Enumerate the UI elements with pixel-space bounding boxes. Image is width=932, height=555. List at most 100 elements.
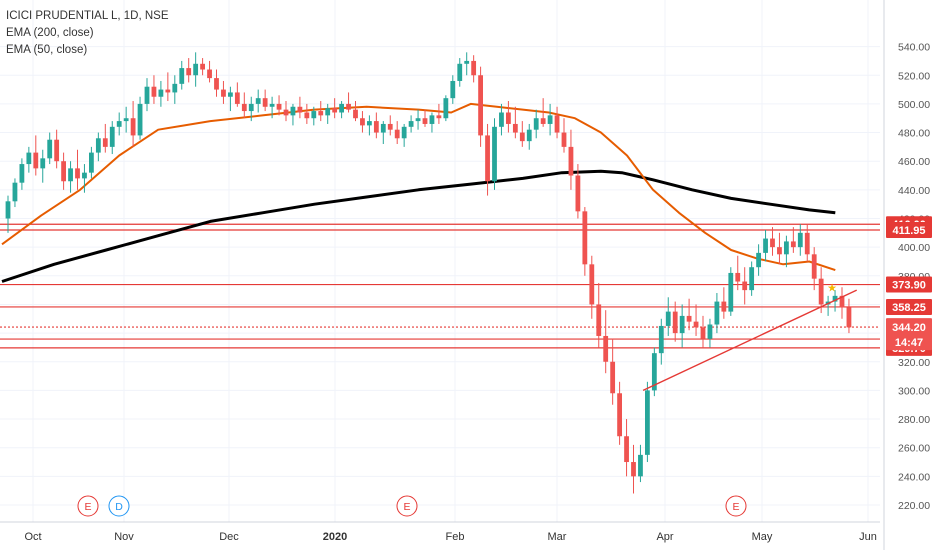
candle-body[interactable]: [339, 103, 344, 113]
candle-body[interactable]: [512, 123, 518, 133]
candle-body[interactable]: [582, 211, 588, 265]
candle-body[interactable]: [554, 115, 560, 133]
candle-body[interactable]: [228, 92, 233, 97]
candle-body[interactable]: [241, 103, 247, 112]
candle-body[interactable]: [596, 304, 602, 336]
candle-body[interactable]: [443, 98, 449, 119]
candle-body[interactable]: [408, 121, 414, 127]
candle-body[interactable]: [75, 168, 80, 179]
candle-body[interactable]: [311, 111, 317, 119]
candle-body[interactable]: [568, 146, 574, 176]
candle-body[interactable]: [575, 175, 581, 212]
candle-body[interactable]: [651, 353, 657, 391]
candle-body[interactable]: [707, 324, 713, 339]
candle-body[interactable]: [40, 158, 46, 169]
candle-body[interactable]: [756, 252, 761, 268]
candle-body[interactable]: [290, 106, 296, 116]
candle-body[interactable]: [561, 132, 567, 147]
candle-body[interactable]: [846, 307, 852, 328]
candle-body[interactable]: [714, 301, 720, 325]
candle-body[interactable]: [804, 232, 810, 255]
candle-body[interactable]: [617, 393, 622, 437]
candle-body[interactable]: [839, 295, 845, 308]
candle-body[interactable]: [457, 63, 463, 81]
indicator-ema50-label[interactable]: EMA (50, close): [6, 44, 88, 56]
candle-body[interactable]: [665, 311, 671, 326]
event-marker[interactable]: [108, 495, 130, 517]
candle-body[interactable]: [207, 69, 212, 79]
candle-body[interactable]: [158, 89, 164, 97]
candle-body[interactable]: [82, 172, 87, 179]
event-marker[interactable]: [725, 495, 747, 517]
candle-body[interactable]: [603, 335, 609, 362]
candle-body[interactable]: [144, 86, 150, 104]
candle-body[interactable]: [519, 132, 525, 142]
candle-body[interactable]: [672, 311, 678, 334]
price-level-tag[interactable]: [886, 298, 932, 315]
event-marker[interactable]: [396, 495, 418, 517]
candle-body[interactable]: [686, 315, 692, 322]
candle-body[interactable]: [373, 121, 379, 133]
candle-body[interactable]: [12, 182, 18, 202]
candle-body[interactable]: [499, 112, 504, 127]
candle-body[interactable]: [631, 462, 636, 477]
candle-body[interactable]: [234, 92, 240, 104]
candle-body[interactable]: [380, 123, 386, 133]
candle-body[interactable]: [624, 436, 629, 463]
candle-body[interactable]: [123, 118, 129, 122]
candle-body[interactable]: [325, 108, 331, 116]
candle-body[interactable]: [283, 109, 289, 116]
candle-body[interactable]: [332, 108, 338, 113]
candle-body[interactable]: [526, 129, 532, 142]
candle-body[interactable]: [436, 115, 442, 119]
candle-body[interactable]: [269, 103, 275, 107]
candle-body[interactable]: [61, 161, 66, 182]
candle-body[interactable]: [33, 152, 39, 169]
candle-body[interactable]: [645, 390, 650, 455]
candle-body[interactable]: [186, 68, 192, 76]
candle-body[interactable]: [533, 118, 539, 130]
candle-body[interactable]: [784, 241, 789, 255]
candle-body[interactable]: [415, 118, 421, 122]
candle-body[interactable]: [401, 126, 407, 139]
candle-body[interactable]: [137, 103, 143, 136]
candle-body[interactable]: [68, 168, 73, 182]
candle-body[interactable]: [589, 264, 595, 305]
candle-body[interactable]: [742, 281, 748, 291]
candle-body[interactable]: [255, 98, 261, 104]
candle-body[interactable]: [95, 138, 101, 153]
price-level-tag[interactable]: [886, 276, 932, 293]
candle-body[interactable]: [450, 80, 456, 99]
candle-body[interactable]: [658, 325, 664, 354]
candle-body[interactable]: [304, 112, 310, 119]
candle-body[interactable]: [797, 232, 803, 248]
candle-body[interactable]: [214, 78, 219, 90]
candle-body[interactable]: [749, 267, 755, 291]
current-price-tag[interactable]: [886, 318, 932, 351]
candle-body[interactable]: [693, 321, 699, 328]
candle-body[interactable]: [429, 115, 435, 124]
price-level-tag[interactable]: [886, 222, 932, 239]
candle-body[interactable]: [193, 63, 199, 76]
candle-body[interactable]: [47, 139, 53, 159]
candle-body[interactable]: [394, 129, 400, 139]
candle-body[interactable]: [367, 121, 372, 126]
candle-body[interactable]: [700, 327, 706, 339]
candle-body[interactable]: [763, 238, 768, 253]
candle-body[interactable]: [346, 103, 351, 110]
candle-body[interactable]: [721, 301, 727, 312]
candle-body[interactable]: [19, 164, 25, 183]
star-marker-icon[interactable]: ★: [827, 282, 837, 294]
candle-body[interactable]: [318, 111, 324, 116]
candle-body[interactable]: [248, 103, 254, 112]
candle-body[interactable]: [116, 121, 122, 127]
indicator-ema200-label[interactable]: EMA (200, close): [6, 27, 94, 39]
candle-body[interactable]: [179, 68, 185, 84]
trendline[interactable]: [642, 289, 858, 392]
candle-body[interactable]: [478, 75, 483, 136]
candle-body[interactable]: [422, 118, 428, 124]
candle-body[interactable]: [464, 60, 470, 64]
candle-body[interactable]: [54, 139, 60, 162]
candle-body[interactable]: [547, 115, 553, 124]
